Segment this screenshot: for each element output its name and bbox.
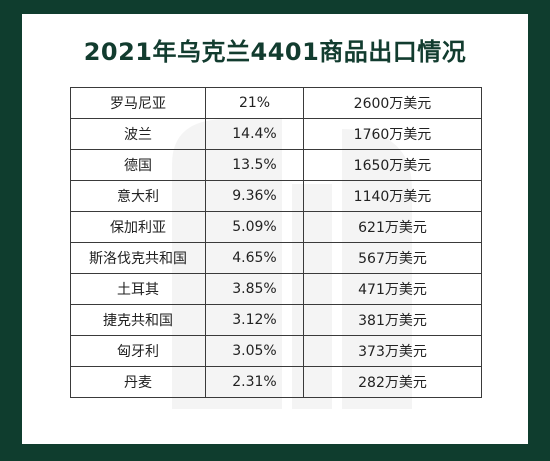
country-cell: 波兰: [70, 118, 206, 150]
share-cell: 13.5%: [205, 149, 304, 181]
value-cell: 1760万美元: [303, 118, 482, 150]
value-cell: 621万美元: [303, 211, 482, 243]
value-cell: 282万美元: [303, 366, 482, 398]
table-row: 德国 13.5% 1650万美元: [70, 149, 482, 181]
country-cell: 捷克共和国: [70, 304, 206, 336]
country-cell: 土耳其: [70, 273, 206, 305]
share-cell: 2.31%: [205, 366, 304, 398]
share-cell: 5.09%: [205, 211, 304, 243]
share-cell: 3.05%: [205, 335, 304, 367]
table-row: 斯洛伐克共和国 4.65% 567万美元: [70, 242, 482, 274]
table-row: 意大利 9.36% 1140万美元: [70, 180, 482, 212]
country-cell: 罗马尼亚: [70, 87, 206, 119]
value-cell: 567万美元: [303, 242, 482, 274]
table-row: 匈牙利 3.05% 373万美元: [70, 335, 482, 367]
country-cell: 德国: [70, 149, 206, 181]
country-cell: 斯洛伐克共和国: [70, 242, 206, 274]
share-cell: 4.65%: [205, 242, 304, 274]
value-cell: 381万美元: [303, 304, 482, 336]
value-cell: 2600万美元: [303, 87, 482, 119]
table-row: 捷克共和国 3.12% 381万美元: [70, 304, 482, 336]
table-row: 土耳其 3.85% 471万美元: [70, 273, 482, 305]
share-cell: 9.36%: [205, 180, 304, 212]
table-row: 波兰 14.4% 1760万美元: [70, 118, 482, 150]
country-cell: 匈牙利: [70, 335, 206, 367]
table-row: 保加利亚 5.09% 621万美元: [70, 211, 482, 243]
country-cell: 保加利亚: [70, 211, 206, 243]
export-card: 2021年乌克兰4401商品出口情况 罗马尼亚 21% 2600万美元 波兰 14.4%…: [22, 14, 528, 444]
share-cell: 3.85%: [205, 273, 304, 305]
value-cell: 1650万美元: [303, 149, 482, 181]
page-title: 2021年乌克兰4401商品出口情况: [83, 38, 467, 66]
table-row: 罗马尼亚 21% 2600万美元: [70, 87, 482, 119]
share-cell: 14.4%: [205, 118, 304, 150]
country-cell: 丹麦: [70, 366, 206, 398]
value-cell: 471万美元: [303, 273, 482, 305]
share-cell: 3.12%: [205, 304, 304, 336]
share-cell: 21%: [205, 87, 304, 119]
value-cell: 1140万美元: [303, 180, 482, 212]
table-row: 丹麦 2.31% 282万美元: [70, 366, 482, 398]
country-cell: 意大利: [70, 180, 206, 212]
value-cell: 373万美元: [303, 335, 482, 367]
export-table: 罗马尼亚 21% 2600万美元 波兰 14.4% 1760万美元 德国 13.5% 1650万…: [70, 87, 482, 398]
